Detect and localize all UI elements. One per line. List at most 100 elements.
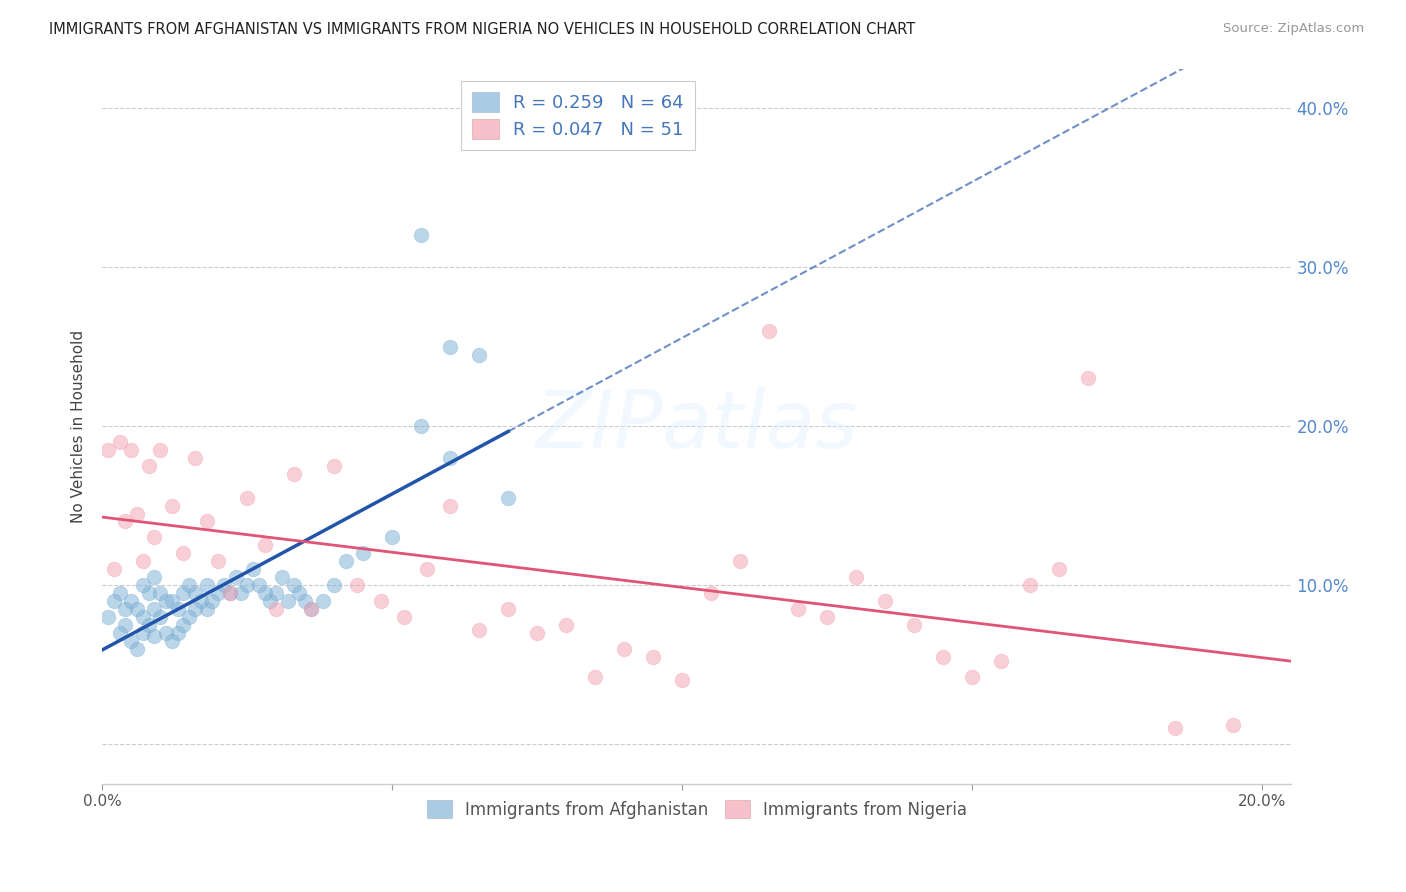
Point bbox=[526, 625, 548, 640]
Point bbox=[125, 602, 148, 616]
Point bbox=[932, 649, 955, 664]
Point bbox=[179, 610, 201, 624]
Point bbox=[323, 578, 346, 592]
Point bbox=[231, 586, 253, 600]
Point bbox=[700, 586, 723, 600]
Point bbox=[264, 586, 287, 600]
Point bbox=[1222, 718, 1244, 732]
Point bbox=[184, 450, 207, 465]
Point bbox=[990, 654, 1012, 668]
Point bbox=[1047, 562, 1070, 576]
Point bbox=[120, 442, 142, 457]
Point bbox=[613, 641, 636, 656]
Point bbox=[468, 348, 491, 362]
Point bbox=[283, 467, 305, 481]
Point bbox=[179, 578, 201, 592]
Point bbox=[172, 546, 194, 560]
Point bbox=[143, 602, 166, 616]
Point bbox=[195, 515, 218, 529]
Point bbox=[103, 594, 125, 608]
Point bbox=[439, 450, 461, 465]
Point bbox=[758, 324, 780, 338]
Point bbox=[184, 586, 207, 600]
Point bbox=[259, 594, 281, 608]
Point bbox=[247, 578, 270, 592]
Point bbox=[236, 491, 259, 505]
Point bbox=[730, 554, 752, 568]
Point bbox=[120, 594, 142, 608]
Point bbox=[294, 594, 316, 608]
Point bbox=[103, 562, 125, 576]
Point bbox=[392, 610, 415, 624]
Point bbox=[132, 578, 155, 592]
Point bbox=[218, 586, 240, 600]
Point bbox=[149, 586, 172, 600]
Point bbox=[160, 633, 183, 648]
Point bbox=[155, 594, 177, 608]
Point bbox=[108, 435, 131, 450]
Point bbox=[335, 554, 357, 568]
Point bbox=[114, 515, 136, 529]
Point bbox=[132, 554, 155, 568]
Point bbox=[212, 578, 235, 592]
Point bbox=[253, 586, 276, 600]
Point bbox=[416, 562, 439, 576]
Point bbox=[190, 594, 212, 608]
Point bbox=[143, 530, 166, 544]
Point bbox=[370, 594, 392, 608]
Y-axis label: No Vehicles in Household: No Vehicles in Household bbox=[72, 329, 86, 523]
Point bbox=[143, 629, 166, 643]
Point bbox=[125, 641, 148, 656]
Point bbox=[218, 586, 240, 600]
Point bbox=[299, 602, 322, 616]
Point bbox=[1077, 371, 1099, 385]
Point bbox=[845, 570, 868, 584]
Point bbox=[149, 610, 172, 624]
Point bbox=[288, 586, 311, 600]
Point bbox=[498, 602, 520, 616]
Point bbox=[195, 578, 218, 592]
Point bbox=[138, 586, 160, 600]
Point bbox=[242, 562, 264, 576]
Point bbox=[1164, 721, 1187, 735]
Point bbox=[271, 570, 294, 584]
Point bbox=[875, 594, 897, 608]
Point bbox=[411, 419, 433, 434]
Point bbox=[346, 578, 368, 592]
Point bbox=[555, 617, 578, 632]
Point bbox=[184, 602, 207, 616]
Point bbox=[166, 602, 188, 616]
Point bbox=[468, 623, 491, 637]
Point bbox=[225, 570, 247, 584]
Point bbox=[97, 610, 120, 624]
Point bbox=[439, 499, 461, 513]
Point bbox=[583, 670, 606, 684]
Point bbox=[381, 530, 404, 544]
Point bbox=[815, 610, 838, 624]
Point bbox=[311, 594, 333, 608]
Text: Source: ZipAtlas.com: Source: ZipAtlas.com bbox=[1223, 22, 1364, 36]
Point bbox=[439, 340, 461, 354]
Point bbox=[283, 578, 305, 592]
Point bbox=[108, 586, 131, 600]
Point bbox=[114, 617, 136, 632]
Point bbox=[236, 578, 259, 592]
Point bbox=[195, 602, 218, 616]
Point bbox=[125, 507, 148, 521]
Point bbox=[132, 625, 155, 640]
Point bbox=[253, 538, 276, 552]
Point bbox=[138, 617, 160, 632]
Point bbox=[108, 625, 131, 640]
Point bbox=[166, 625, 188, 640]
Point bbox=[207, 586, 229, 600]
Point bbox=[643, 649, 665, 664]
Point bbox=[201, 594, 224, 608]
Point bbox=[787, 602, 810, 616]
Point bbox=[114, 602, 136, 616]
Point bbox=[1019, 578, 1042, 592]
Point bbox=[97, 442, 120, 457]
Point bbox=[160, 594, 183, 608]
Point bbox=[155, 625, 177, 640]
Point bbox=[277, 594, 299, 608]
Point bbox=[160, 499, 183, 513]
